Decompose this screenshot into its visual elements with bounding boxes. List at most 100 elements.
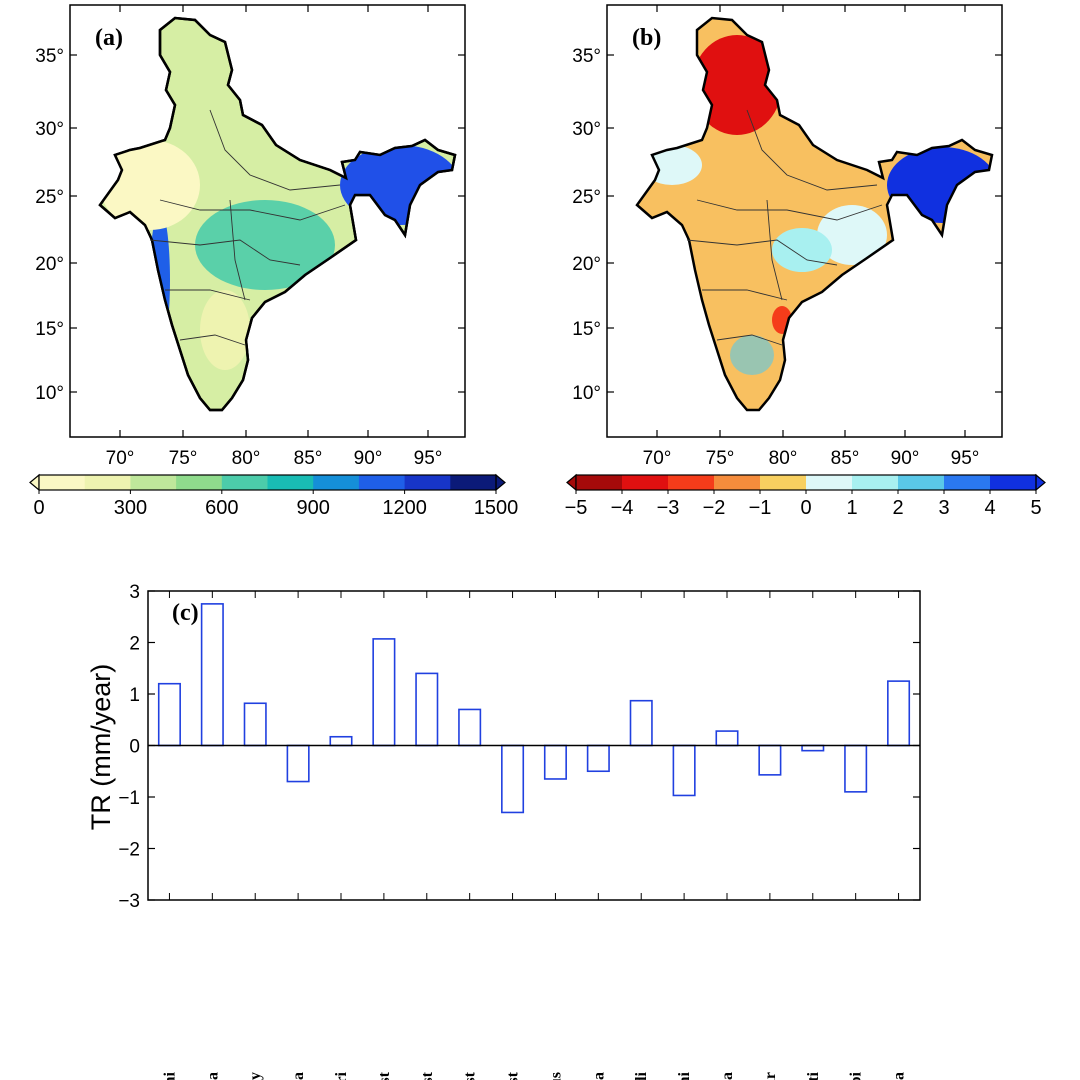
colorbar-label: 5 bbox=[1030, 497, 1041, 519]
colorbar-segment bbox=[668, 475, 715, 490]
category-label: South_coast bbox=[462, 1071, 479, 1080]
colorbar-segment bbox=[760, 475, 807, 490]
india-outline-stroke-b bbox=[635, 16, 994, 412]
category-label: Godavari bbox=[333, 1071, 350, 1080]
colorbar-segment bbox=[898, 475, 945, 490]
bar-brahmani bbox=[157, 682, 181, 747]
lon-tick-label: 70° bbox=[106, 448, 135, 469]
bar-tapi bbox=[844, 744, 868, 793]
southeast-dry-a bbox=[200, 290, 250, 370]
colorbar-label: −3 bbox=[657, 497, 680, 519]
colorbar-arrow-left bbox=[566, 473, 577, 492]
north-decrease-b bbox=[692, 35, 782, 135]
y-tick-label: −2 bbox=[118, 840, 140, 861]
colorbar-segment bbox=[450, 475, 497, 490]
colorbar-label: 3 bbox=[938, 497, 949, 519]
map-frame-a bbox=[69, 4, 466, 438]
lon-tick-label: 90° bbox=[891, 448, 920, 469]
colorbar-b: −5 −4 −3 −2 −1 0 1 2 3 4 5 bbox=[565, 473, 1046, 519]
category-label: Krishna bbox=[590, 1072, 607, 1080]
lat-tick-label: 25° bbox=[35, 187, 64, 208]
colorbar-arrow-left bbox=[29, 473, 40, 492]
lat-tick-label: 35° bbox=[35, 46, 64, 67]
lat-tick-label: 15° bbox=[35, 319, 64, 340]
lon-tick-label: 70° bbox=[643, 448, 672, 469]
bar-brahmaputra bbox=[200, 603, 224, 747]
lon-tick-label: 75° bbox=[169, 448, 198, 469]
bar-west-coast bbox=[501, 744, 525, 814]
bar-north-east-coast bbox=[415, 672, 439, 747]
lon-tick-label: 85° bbox=[831, 448, 860, 469]
colorbar-label: −2 bbox=[703, 497, 726, 519]
lat-tick-label: 30° bbox=[572, 119, 601, 140]
basin-boundaries-a bbox=[149, 109, 346, 346]
bar-east-coast bbox=[372, 638, 396, 747]
south-increase-b bbox=[730, 335, 774, 375]
category-label: East_coast bbox=[376, 1071, 393, 1080]
basin-boundaries-b bbox=[686, 109, 883, 346]
lat-tick-label: 10° bbox=[572, 383, 601, 404]
lat-tick-label: 10° bbox=[35, 383, 64, 404]
colorbar-segment bbox=[176, 475, 223, 490]
colorbar-segment bbox=[806, 475, 853, 490]
colorbar-segment bbox=[358, 475, 406, 490]
bar-godavari bbox=[329, 735, 353, 747]
lat-tick-label: 30° bbox=[35, 119, 64, 140]
category-label: Tapi bbox=[848, 1071, 865, 1080]
y-tick-label: 1 bbox=[129, 685, 140, 706]
category-label: Ganga bbox=[290, 1072, 307, 1080]
lat-tick-label: 15° bbox=[572, 319, 601, 340]
category-label: Pennar bbox=[762, 1072, 779, 1080]
y-tick-label: 0 bbox=[129, 737, 140, 758]
map-panel-a: (a) 70° 75° 80° 85° 90° 95° 35° 30° 25° 20° 15° 10° bbox=[35, 4, 466, 469]
lat-tick-label: 25° bbox=[572, 187, 601, 208]
colorbar-segment bbox=[944, 475, 991, 490]
panel-label-a: (a) bbox=[95, 25, 123, 51]
east-increase-b bbox=[817, 205, 887, 265]
bar-indus bbox=[543, 744, 567, 780]
panel-label-c: (c) bbox=[172, 600, 199, 626]
category-label: Brahmani bbox=[161, 1071, 178, 1080]
panel-label-b: (b) bbox=[632, 25, 661, 51]
colorbar-segment bbox=[622, 475, 669, 490]
colorbar-label: 300 bbox=[114, 497, 147, 519]
bar-chart-panel-c: (c) TR (mm/year) −3 −2 −1 0 1 2 3 Brahmani Brahm… bbox=[86, 582, 921, 1080]
bar-sabarmati bbox=[801, 744, 825, 752]
colorbar-segment bbox=[39, 475, 86, 490]
northeast-increase-b bbox=[887, 147, 992, 223]
colorbar-segment bbox=[852, 475, 899, 490]
colorbar-segment bbox=[576, 475, 623, 490]
y-tick-label: 3 bbox=[129, 582, 140, 603]
colorbar-label: 4 bbox=[984, 497, 995, 519]
lon-tick-label: 75° bbox=[706, 448, 735, 469]
colorbar-segment bbox=[990, 475, 1037, 490]
bar-south-coast bbox=[458, 708, 482, 747]
bar-mahi bbox=[672, 744, 696, 797]
colorbar-label: 2 bbox=[892, 497, 903, 519]
northwest-dry-a bbox=[100, 140, 200, 230]
map-frame-b bbox=[606, 4, 1003, 438]
bar-subarnarekha bbox=[887, 680, 911, 747]
y-tick-label: 2 bbox=[129, 634, 140, 655]
colorbar-label: −1 bbox=[749, 497, 772, 519]
category-label: North_east_coast bbox=[419, 1071, 436, 1080]
colorbar-segment bbox=[267, 475, 314, 490]
category-label: Sabarmati bbox=[805, 1071, 822, 1080]
colorbar-segment bbox=[714, 475, 761, 490]
colorbar-label: 0 bbox=[33, 497, 44, 519]
colorbar-segment bbox=[130, 475, 177, 490]
colorbar-label: 600 bbox=[205, 497, 238, 519]
colorbar-frame bbox=[38, 474, 497, 491]
category-label: Mahi bbox=[676, 1071, 693, 1080]
lon-tick-label: 90° bbox=[354, 448, 383, 469]
india-outline-stroke-a bbox=[98, 16, 457, 412]
bar-pennar bbox=[758, 744, 782, 776]
bar-cauvery bbox=[243, 702, 267, 747]
colorbar-label: −4 bbox=[611, 497, 634, 519]
lat-tick-label: 35° bbox=[572, 46, 601, 67]
colorbar-segment bbox=[404, 475, 451, 490]
lat-tick-label: 20° bbox=[35, 254, 64, 275]
y-tick-label: −3 bbox=[118, 891, 140, 912]
bar-krishna bbox=[586, 744, 610, 773]
